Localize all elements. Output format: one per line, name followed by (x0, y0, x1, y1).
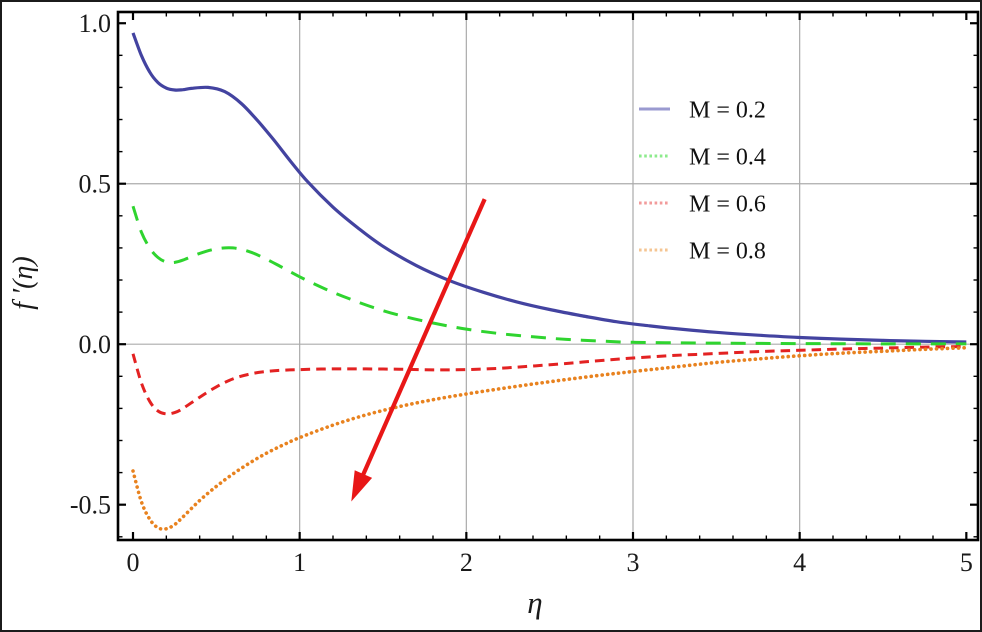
x-tick-label: 5 (960, 548, 973, 577)
curve-M=0.8 (131, 345, 969, 531)
x-tick-label: 0 (127, 548, 140, 577)
gridlines (118, 12, 978, 540)
legend-label: M = 0.6 (689, 192, 766, 218)
plot-frame (116, 10, 980, 542)
curve-M=0.6 (131, 345, 967, 416)
legend: M = 0.2 M = 0.4 M = 0.6 M = 0.8 (639, 98, 766, 265)
annotation-arrow (351, 198, 487, 502)
legend-item: M = 0.4 (639, 145, 766, 171)
legend-item: M = 0.2 (639, 98, 766, 124)
x-tick-label: 3 (627, 548, 640, 577)
y-tick-label: 0.0 (79, 330, 112, 359)
x-tick-label: 2 (460, 548, 473, 577)
x-axis-label: η (527, 585, 542, 620)
y-axis-label: f ′(η) (8, 256, 39, 309)
legend-label: M = 0.8 (689, 239, 766, 265)
curve-M=0.2 (131, 32, 967, 344)
y-tick-label: 0.5 (79, 170, 112, 199)
x-tick-label: 1 (293, 548, 306, 577)
legend-item: M = 0.6 (639, 192, 766, 218)
curves (131, 32, 969, 531)
tick-labels: 0 1 2 3 4 5 -0.5 0.0 0.5 1.0 (70, 9, 973, 577)
y-tick-label: -0.5 (70, 491, 111, 520)
arrow-head (351, 470, 373, 502)
frame-border (116, 10, 980, 542)
y-tick-label: 1.0 (79, 9, 112, 38)
x-tick-label: 4 (793, 548, 806, 577)
legend-item: M = 0.8 (639, 239, 766, 265)
arrow-shaft (358, 198, 487, 483)
axis-ticks (118, 12, 978, 540)
curve-M=0.4 (131, 205, 967, 346)
legend-label: M = 0.4 (689, 145, 766, 171)
legend-label: M = 0.2 (689, 98, 766, 124)
